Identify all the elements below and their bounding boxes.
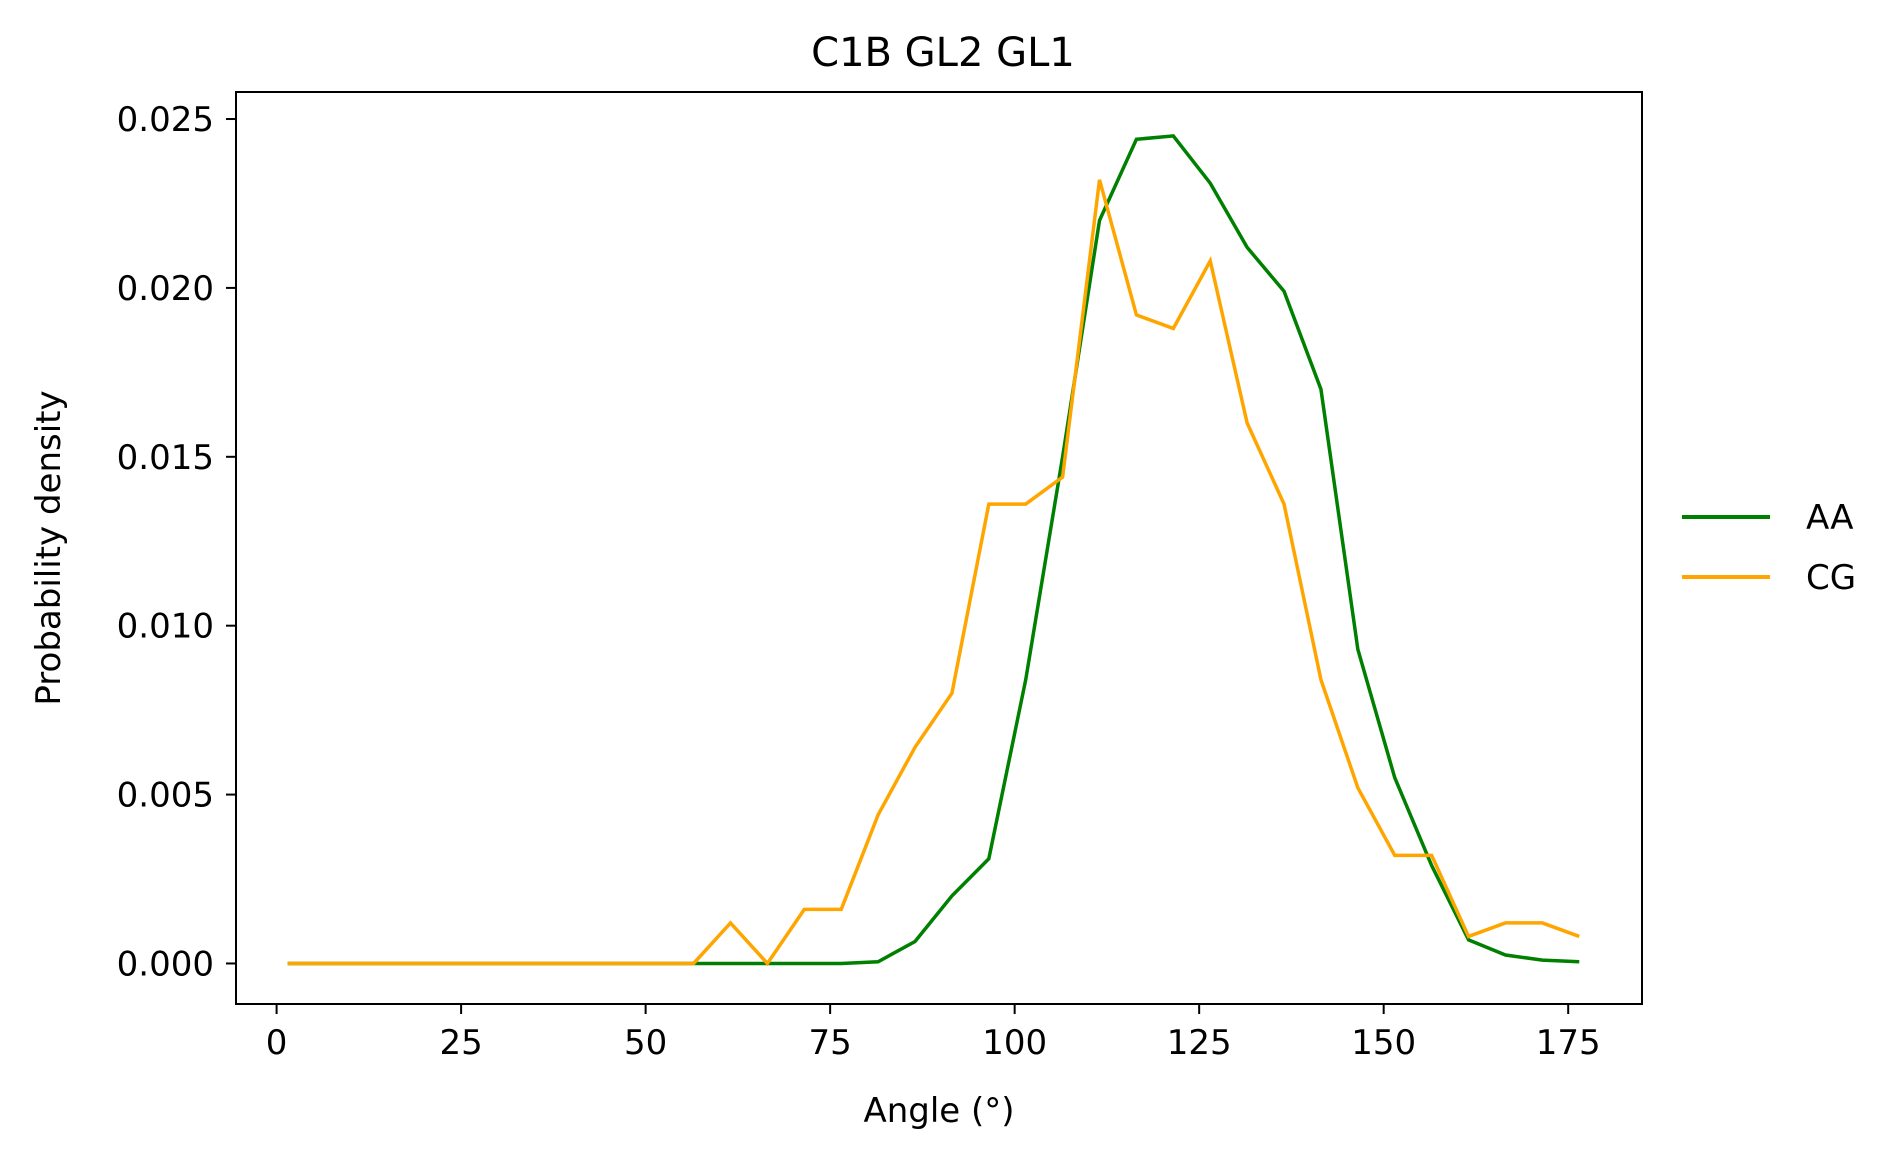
x-tick-label: 25 <box>439 1023 482 1063</box>
series-line-cg <box>287 179 1580 967</box>
x-tick-label: 100 <box>982 1023 1047 1063</box>
chart-title: C1B GL2 GL1 <box>811 30 1075 76</box>
x-tick-label: 150 <box>1351 1023 1416 1063</box>
x-tick-label: 125 <box>1167 1023 1232 1063</box>
y-tick-label: 0.015 <box>117 438 214 478</box>
plot-frame <box>235 91 1643 1005</box>
x-tick-label: 0 <box>266 1023 288 1063</box>
legend-label-aa: AA <box>1806 498 1853 538</box>
x-tick-label: 50 <box>624 1023 667 1063</box>
x-tick-label: 75 <box>809 1023 852 1063</box>
legend: AA CG <box>1682 498 1856 598</box>
y-axis-label: Probability density <box>29 390 69 705</box>
y-tick-label: 0.020 <box>117 269 214 309</box>
y-tick-label: 0.025 <box>117 100 214 140</box>
y-tick-label: 0.000 <box>117 944 214 984</box>
x-axis: 0 25 50 75 100 125 150 175 <box>266 1004 1601 1063</box>
x-tick-label: 175 <box>1536 1023 1601 1063</box>
y-tick-label: 0.005 <box>117 776 214 816</box>
y-tick-label: 0.010 <box>117 607 214 647</box>
x-axis-label: Angle (°) <box>863 1091 1014 1131</box>
y-axis: 0.000 0.005 0.010 0.015 0.020 0.025 <box>117 100 236 984</box>
legend-label-cg: CG <box>1806 558 1856 598</box>
plot-area <box>287 134 1580 967</box>
